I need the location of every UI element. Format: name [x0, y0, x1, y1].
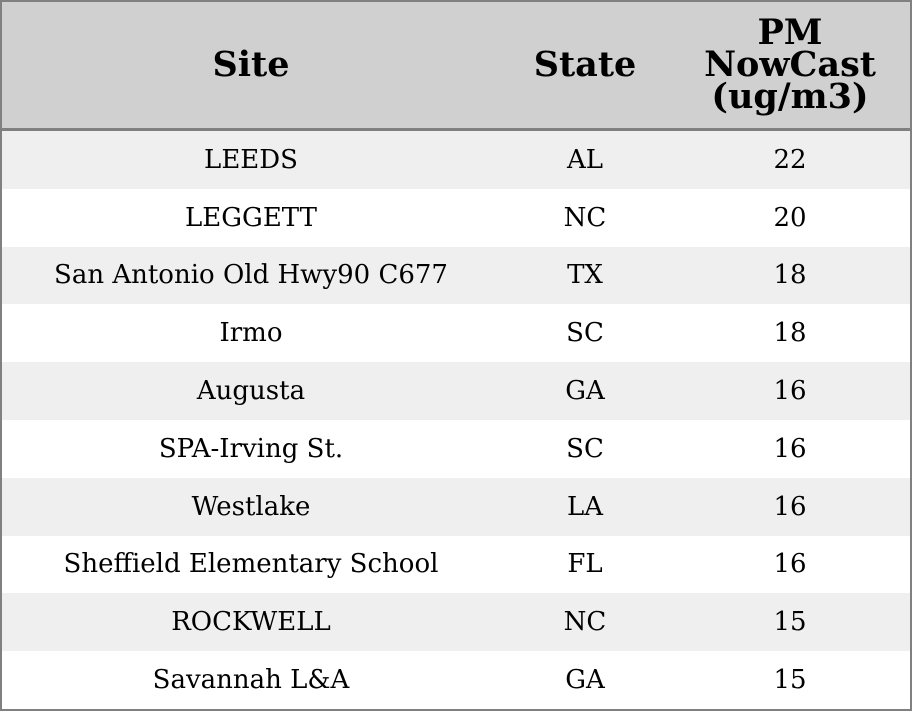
cell-site: SPA-Irving St.	[158, 433, 344, 464]
cell-state: AL	[566, 144, 604, 175]
cell-pm-nowcast: 16	[773, 491, 807, 522]
cell-pm-nowcast: 18	[773, 260, 807, 291]
header-pm-nowcast: PM NowCast (ug/m3)	[704, 12, 876, 117]
cell-pm-nowcast: 16	[773, 549, 807, 580]
cell-state: GA	[565, 665, 605, 696]
table-row: Sheffield Elementary School FL 16	[2, 535, 910, 594]
cell-state: FL	[567, 549, 603, 580]
cell-site: San Antonio Old Hwy90 C677	[54, 260, 448, 291]
cell-pm-nowcast: 15	[773, 665, 807, 696]
cell-state: SC	[566, 433, 604, 464]
cell-site: LEGGETT	[185, 202, 317, 233]
cell-state: TX	[567, 260, 603, 291]
table-row: Augusta GA 16	[2, 362, 910, 420]
table-row: LEGGETT NC 20	[2, 188, 910, 247]
cell-pm-nowcast: 22	[773, 144, 807, 175]
cell-state: GA	[565, 376, 605, 407]
table-row: ROCKWELL NC 15	[2, 593, 910, 652]
cell-pm-nowcast: 18	[773, 318, 807, 349]
table-row: Savannah L&A GA 15	[2, 651, 910, 709]
table-header: Site State PM NowCast (ug/m3)	[2, 2, 910, 131]
table-row: LEEDS AL 22	[2, 131, 910, 189]
header-state: State	[533, 44, 637, 85]
cell-pm-nowcast: 16	[773, 433, 807, 464]
cell-site: Irmo	[219, 318, 283, 349]
cell-site: Savannah L&A	[152, 665, 350, 696]
cell-pm-nowcast: 16	[773, 376, 807, 407]
table-body: LEEDS AL 22 LEGGETT NC 20 San Antonio Old Hwy9…	[2, 131, 910, 709]
cell-state: LA	[566, 491, 604, 522]
cell-pm-nowcast: 20	[773, 202, 807, 233]
table-row: Westlake LA 16	[2, 477, 910, 536]
table-row: San Antonio Old Hwy90 C677 TX 18	[2, 246, 910, 305]
cell-site: Westlake	[191, 491, 311, 522]
cell-site: Augusta	[196, 376, 306, 407]
cell-site: ROCKWELL	[171, 607, 331, 638]
table-row: SPA-Irving St. SC 16	[2, 419, 910, 478]
cell-state: SC	[566, 318, 604, 349]
cell-state: NC	[563, 202, 607, 233]
cell-state: NC	[563, 607, 607, 638]
cell-site: LEEDS	[204, 144, 298, 175]
table-row: Irmo SC 18	[2, 304, 910, 363]
cell-pm-nowcast: 15	[773, 607, 807, 638]
cell-site: Sheffield Elementary School	[63, 549, 439, 580]
header-site: Site	[212, 44, 290, 85]
